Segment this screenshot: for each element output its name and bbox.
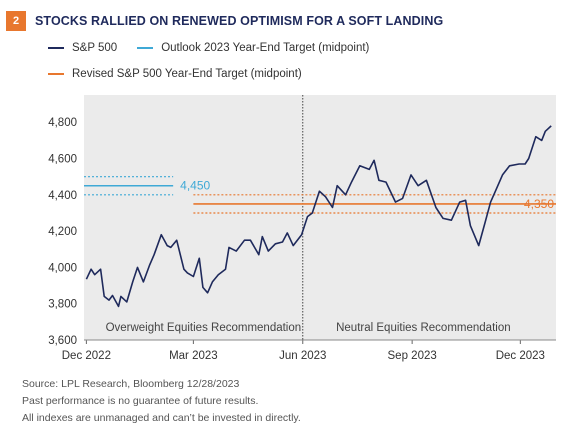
plot-area (84, 95, 556, 340)
x-tick-label: Sep 2023 (388, 350, 437, 362)
y-tick-label: 4,600 (48, 154, 77, 166)
sp500-line (85, 125, 552, 308)
y-tick-label: 4,200 (48, 226, 77, 238)
y-tick-label: 3,800 (48, 299, 77, 311)
y-tick-label: 4,000 (48, 262, 77, 274)
legend-item-revised-target: Revised S&P 500 Year-End Target (midpoin… (48, 68, 302, 80)
legend-label-outlook-target: Outlook 2023 Year-End Target (midpoint) (161, 42, 370, 54)
legend-item-sp500: S&P 500 (48, 42, 117, 54)
footer-disclaimer: Past performance is no guarantee of futu… (22, 395, 259, 407)
legend-label-revised-target: Revised S&P 500 Year-End Target (midpoin… (72, 68, 302, 80)
neutral-annotation: Neutral Equities Recommendation (336, 322, 511, 334)
legend-item-outlook-target: Outlook 2023 Year-End Target (midpoint) (137, 42, 369, 54)
figure-number-badge: 2 (6, 11, 26, 31)
legend-row-2: Revised S&P 500 Year-End Target (midpoin… (48, 68, 322, 80)
x-tick-label: Jun 2023 (279, 350, 326, 362)
y-tick-label: 4,400 (48, 190, 77, 202)
legend-swatch-outlook-target (137, 47, 154, 49)
x-tick-label: Dec 2023 (496, 350, 545, 362)
y-tick-label: 3,600 (48, 335, 77, 347)
overweight-annotation: Overweight Equities Recommendation (106, 322, 302, 334)
legend-label-sp500: S&P 500 (72, 42, 118, 54)
revised-target-value-label: 4,350 (524, 197, 554, 211)
legend-row-1: S&P 500 Outlook 2023 Year-End Target (mi… (48, 42, 389, 54)
legend-swatch-revised-target (48, 73, 64, 75)
footer-source: Source: LPL Research, Bloomberg 12/28/20… (22, 378, 240, 390)
footer-index-note: All indexes are unmanaged and can’t be i… (22, 412, 301, 424)
x-tick-label: Mar 2023 (169, 350, 218, 362)
chart-header: 2 STOCKS RALLIED ON RENEWED OPTIMISM FOR… (6, 10, 443, 32)
outlook-target-value-label: 4,450 (180, 179, 210, 193)
y-tick-label: 4,800 (48, 117, 77, 129)
x-tick-label: Dec 2022 (62, 350, 111, 362)
legend-swatch-sp500 (48, 47, 64, 49)
chart-title: STOCKS RALLIED ON RENEWED OPTIMISM FOR A… (35, 14, 444, 28)
